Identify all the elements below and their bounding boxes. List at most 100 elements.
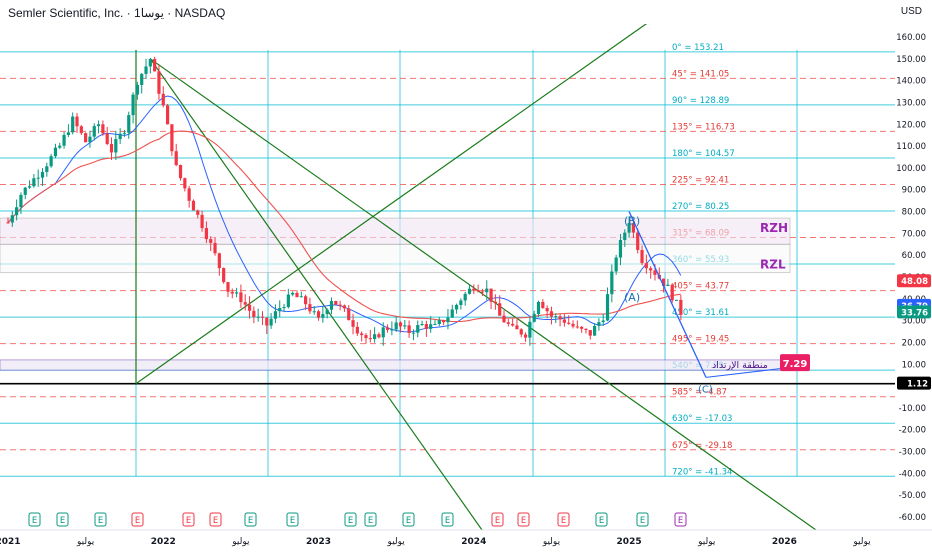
candle-body [191, 200, 196, 211]
candle-body [385, 327, 390, 330]
candle-body [329, 300, 334, 310]
candle-body [118, 133, 122, 140]
candle-body [19, 194, 23, 208]
fan-level-label: 225° = 92.41 [672, 175, 729, 185]
earnings-marker [131, 512, 144, 527]
candle-body [200, 214, 204, 229]
candle-body [368, 338, 372, 340]
earnings-marker [441, 512, 454, 527]
candle-body [312, 311, 316, 313]
earnings-label: E [406, 516, 411, 526]
earnings-marker [595, 512, 608, 527]
candle-body [627, 223, 631, 233]
candle-body [269, 318, 273, 326]
trend-line [149, 58, 483, 530]
candle-body [247, 304, 252, 311]
candle-body [511, 323, 515, 326]
candle-body [140, 73, 144, 85]
x-tick-label: 2026 [772, 537, 797, 547]
candle-body [178, 165, 183, 179]
candle-body [273, 311, 278, 319]
candle-body [390, 329, 394, 331]
candle-body [562, 319, 566, 323]
candle-body [174, 151, 178, 166]
candle-body [153, 59, 157, 72]
earnings-marker [344, 512, 357, 527]
candle-body [636, 232, 640, 251]
candle-body [373, 334, 377, 340]
fan-level-label: 495° = 19.45 [672, 335, 729, 345]
candle-body [66, 132, 70, 135]
x-tick-label: يوليو [852, 537, 871, 547]
resistance-zone [0, 243, 791, 274]
candle-body [131, 94, 135, 116]
candle-body [411, 332, 416, 334]
candle-body [437, 320, 441, 325]
candle-body [429, 324, 433, 329]
candle-body [549, 311, 554, 317]
candle-body [334, 300, 338, 305]
candle-body [670, 284, 674, 301]
y-tick-label: 110.00 [896, 142, 926, 152]
earnings-label: E [561, 516, 566, 526]
y-tick-label: 30.00 [902, 317, 926, 327]
symbol-title[interactable]: Semler Scientific, Inc. · 1يوسا · NASDAQ [8, 6, 226, 20]
candle-body [226, 282, 230, 292]
candle-body [122, 132, 127, 134]
candle-body [265, 317, 269, 326]
candle-body [23, 187, 27, 195]
candle-body [398, 322, 403, 327]
earnings-marker [557, 512, 570, 527]
fan-level-label: 405° = 43.77 [672, 282, 729, 292]
candle-body [661, 278, 666, 287]
earnings-label: E [521, 516, 526, 526]
candle-body [485, 288, 489, 293]
candle-body [10, 215, 14, 223]
earnings-label: E [368, 516, 373, 526]
y-tick-label: 130.00 [896, 98, 926, 108]
earnings-label: E [640, 516, 645, 526]
extension-zone [0, 359, 791, 371]
candle-body [6, 222, 10, 224]
candle-body [217, 253, 221, 269]
target-badge [780, 354, 810, 372]
candle-body [476, 290, 480, 292]
earnings-marker [286, 512, 299, 527]
candle-body [472, 288, 476, 291]
earnings-marker [636, 512, 649, 527]
price-badge [897, 274, 931, 288]
earnings-marker [28, 512, 41, 527]
wave-label-c: (C) [698, 385, 713, 396]
x-tick-label: 2023 [306, 537, 331, 547]
y-tick-label: 70.00 [902, 229, 926, 239]
fan-level-label: 585° = -4.87 [672, 388, 727, 398]
y-tick-label: -10.00 [899, 404, 926, 414]
candle-body [252, 310, 256, 318]
earnings-marker [364, 512, 377, 527]
price-badge-label: 33.76 [901, 308, 928, 318]
candle-body [127, 115, 131, 133]
earnings-label: E [599, 516, 604, 526]
candle-body [597, 322, 601, 326]
candle-body [571, 323, 575, 327]
candle-body [536, 301, 541, 315]
candle-body [523, 334, 528, 338]
currency-label[interactable]: USD [900, 6, 922, 17]
earnings-label: E [248, 516, 253, 526]
earnings-marker [674, 512, 687, 527]
y-tick-label: 20.00 [902, 338, 926, 348]
candle-body [644, 263, 648, 269]
earnings-label: E [495, 516, 500, 526]
x-tick-label: يوليو [542, 537, 561, 547]
candle-body [260, 316, 265, 318]
candle-body [321, 314, 325, 318]
candle-body [183, 178, 187, 189]
candle-body [291, 292, 295, 295]
earnings-marker [182, 512, 195, 527]
candle-body [282, 307, 286, 309]
earnings-label: E [32, 516, 37, 526]
fan-level-label: 0° = 153.21 [672, 43, 724, 53]
y-tick-label: -20.00 [899, 426, 926, 436]
candle-body [144, 66, 148, 74]
